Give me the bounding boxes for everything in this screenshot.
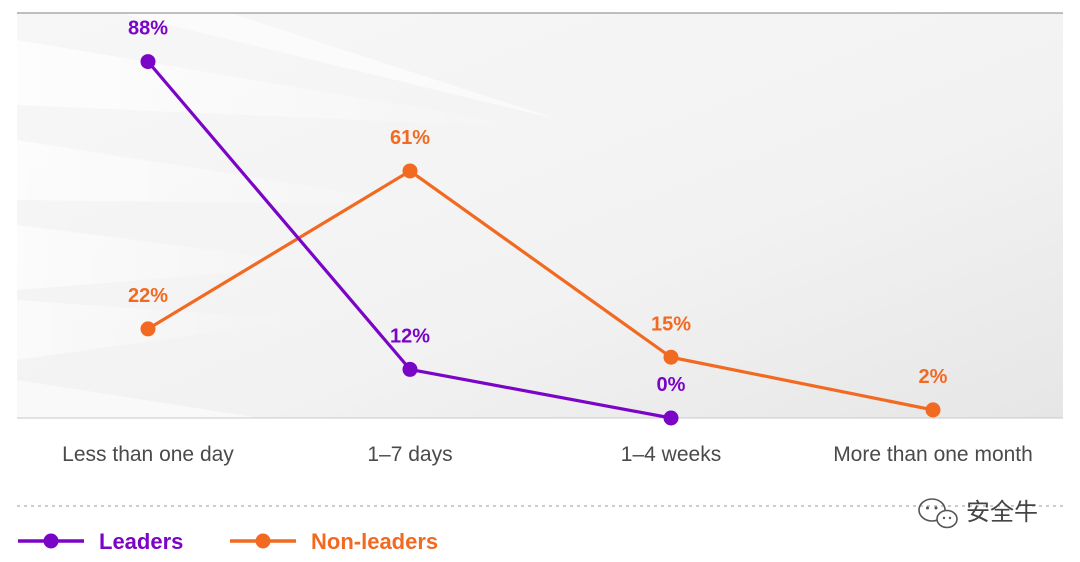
data-point-non-leaders <box>140 321 156 337</box>
data-point-non-leaders <box>402 163 418 179</box>
data-point-leaders <box>663 410 679 426</box>
data-label-leaders: 12% <box>390 325 430 347</box>
legend-swatch-marker <box>255 533 271 549</box>
watermark-text: 安全牛 <box>966 498 1038 526</box>
data-label-leaders: 0% <box>657 374 686 396</box>
watermark: 安全牛 <box>918 498 1038 529</box>
x-tick-label: Less than one day <box>62 443 234 466</box>
data-label-non-leaders: 22% <box>128 285 168 307</box>
x-tick-label: More than one month <box>833 443 1033 466</box>
legend-item-leaders: Leaders <box>18 529 183 554</box>
data-label-non-leaders: 15% <box>651 313 691 335</box>
data-label-non-leaders: 2% <box>919 366 948 388</box>
data-label-leaders: 88% <box>128 18 168 40</box>
legend-item-non-leaders: Non-leaders <box>230 529 438 554</box>
data-point-leaders <box>402 361 418 377</box>
data-point-non-leaders <box>663 349 679 365</box>
data-point-non-leaders <box>925 402 941 418</box>
data-labels: 88% 12% 0% 22% 61% 15% 2% <box>128 18 948 396</box>
data-label-non-leaders: 61% <box>390 127 430 149</box>
data-point-leaders <box>140 54 156 70</box>
legend: Leaders Non-leaders <box>18 529 438 554</box>
x-axis-labels: Less than one day 1–7 days 1–4 weeks More t… <box>62 443 1033 466</box>
wechat-icon <box>918 498 958 529</box>
legend-label: Leaders <box>99 529 183 554</box>
series-layer <box>140 54 941 426</box>
legend-swatch-marker <box>43 533 59 549</box>
x-tick-label: 1–4 weeks <box>621 443 721 466</box>
series-line-non-leaders <box>146 169 935 412</box>
x-tick-label: 1–7 days <box>367 443 452 466</box>
legend-label: Non-leaders <box>311 529 438 554</box>
plot-background <box>17 12 1063 419</box>
